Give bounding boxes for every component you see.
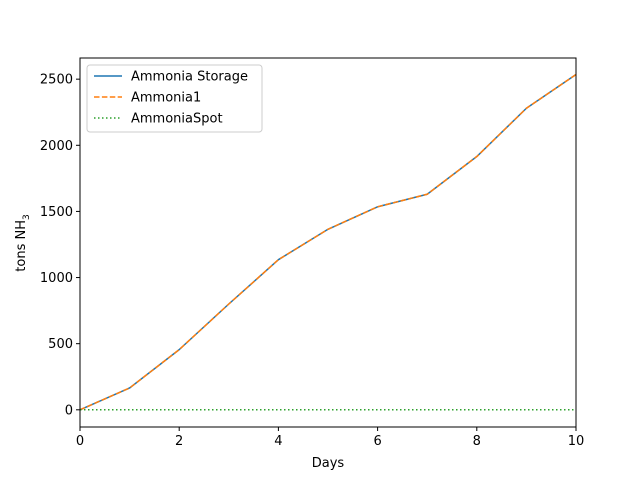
y-axis-label-subscript: 3 [22, 214, 32, 220]
legend-label: Ammonia Storage [131, 70, 248, 85]
y-tick-label: 2500 [40, 73, 73, 88]
series-layer [79, 73, 577, 411]
x-tick-label: 8 [473, 434, 481, 449]
x-axis-label: Days [312, 456, 345, 471]
x-tick-label: 10 [568, 434, 585, 449]
x-tick-label: 2 [175, 434, 183, 449]
x-axis-ticks: 0 2 4 6 8 10 [76, 427, 584, 449]
legend-box [86, 64, 263, 133]
x-tick-label: 0 [76, 434, 84, 449]
y-tick-label: 0 [65, 403, 73, 418]
legend-label: Ammonia1 [131, 91, 201, 106]
y-tick-label: 500 [48, 337, 73, 352]
legend-label: AmmoniaSpot [131, 112, 223, 127]
y-tick-label: 1500 [40, 205, 73, 220]
y-tick-label: 2000 [40, 139, 73, 154]
y-tick-label: 1000 [40, 271, 73, 286]
y-axis-label: tons NH3 [14, 214, 32, 271]
series-line-ammonia1 [79, 73, 577, 411]
y-axis-ticks: 0 500 1000 1500 2000 2500 [40, 73, 80, 418]
axes-frame [79, 57, 577, 428]
legend: Ammonia Storage Ammonia1 AmmoniaSpot [86, 64, 263, 133]
x-tick-label: 6 [373, 434, 381, 449]
x-tick-label: 4 [274, 434, 282, 449]
y-axis-label-main: tons NH [14, 220, 29, 272]
